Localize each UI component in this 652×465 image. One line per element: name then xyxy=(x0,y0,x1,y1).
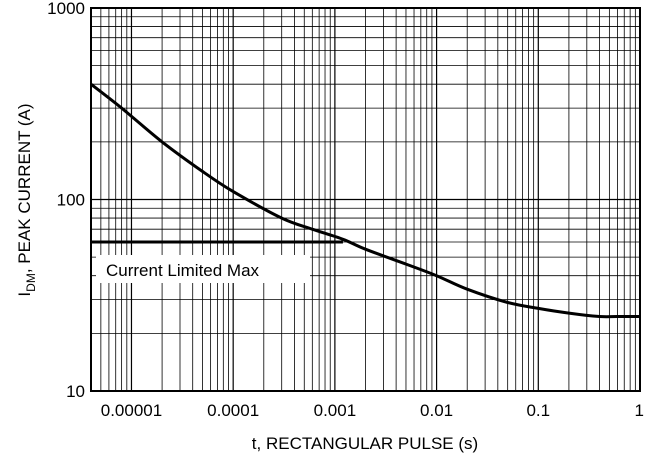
y-tick-label: 1000 xyxy=(47,0,85,18)
y-tick-label: 100 xyxy=(57,191,85,210)
x-tick-labels: 0.00001 0.0001 0.001 0.01 0.1 1 xyxy=(101,401,644,420)
y-axis-label-sub: DM xyxy=(24,273,38,292)
plot-frame xyxy=(90,7,641,392)
x-tick-label: 0.001 xyxy=(314,401,357,420)
x-tick-label: 1 xyxy=(635,401,644,420)
y-tick-label: 10 xyxy=(66,382,85,401)
annotation-label: Current Limited Max xyxy=(106,261,260,280)
x-tick-label: 0.0001 xyxy=(207,401,259,420)
x-axis-label: t, RECTANGULAR PULSE (s) xyxy=(252,434,478,453)
peak-current-curve xyxy=(90,83,640,319)
grid xyxy=(90,8,641,392)
x-tick-label: 0.01 xyxy=(420,401,453,420)
y-axis-label-main: I xyxy=(15,292,34,297)
x-tick-label: 0.1 xyxy=(526,401,550,420)
annotation-box xyxy=(96,255,310,283)
current-limited-annotation: Current Limited Max xyxy=(96,255,310,283)
y-axis-label-rest: , PEAK CURRENT (A) xyxy=(15,103,34,273)
y-axis-label: IDM, PEAK CURRENT (A) xyxy=(15,103,38,296)
y-tick-labels: 10 100 1000 xyxy=(47,0,85,401)
x-tick-label: 0.00001 xyxy=(101,401,162,420)
